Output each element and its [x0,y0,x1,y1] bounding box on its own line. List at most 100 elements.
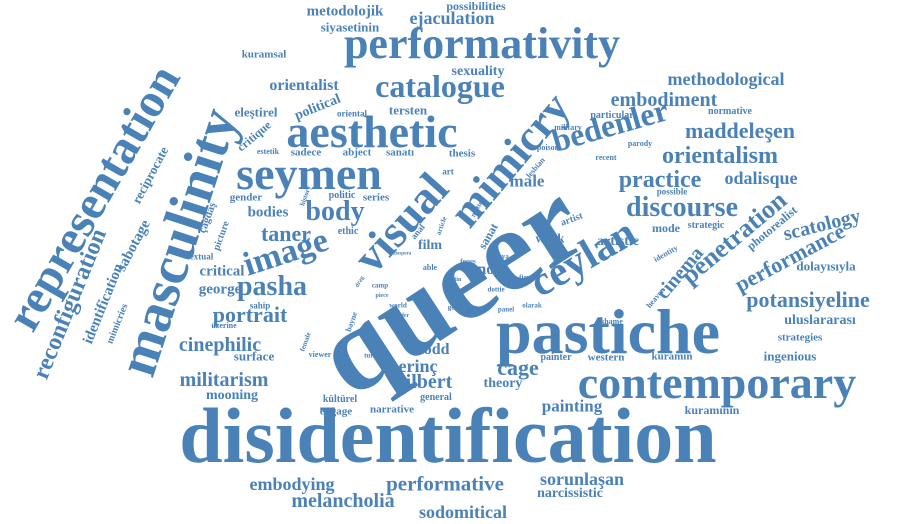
word-melancholia: melancholia [291,490,395,512]
word-politic: politic [328,190,356,201]
word-estetik: estetik [256,147,280,156]
word-ethic: ethic [337,226,359,237]
word-cinephilic: cinephilic [178,334,262,356]
word-art: art [442,166,454,177]
word-camp: camp [371,281,389,290]
word-militarism: militarism [179,369,269,391]
word-general: general [420,392,452,403]
word-performativity: performativity [343,19,621,68]
word-kuramsal: kuramsal [241,48,287,61]
word-recent: recent [595,153,617,162]
word-mode: mode [652,221,680,235]
word-sadece: sadece [290,146,322,159]
word-catalogue: catalogue [375,68,505,104]
word-pasha: pasha [236,271,308,302]
word-panel: panel [497,305,515,314]
word-veya: veya [495,252,509,261]
word-kulturel: kültürel [322,394,358,405]
word-film: film [417,238,443,253]
word-diaspora: diaspora [392,251,412,257]
word-disidentification: disidentification [179,392,717,479]
word-performative: performative [386,471,504,496]
word-oriental: oriental [337,108,367,119]
word-olarak: olarak [522,301,542,310]
word-artistic: artistic [597,234,639,249]
word-surface: surface [233,348,275,364]
word-practice: practice [618,167,702,193]
word-odalisque: odalisque [724,168,798,188]
word-sanati: sanatı [385,146,415,159]
word-narrative: narrative [370,403,414,416]
word-normative: normative [708,106,752,117]
word-narcissistic: narcissistic [537,486,603,501]
word-cage: cage [497,355,539,380]
word-metin: metin [446,277,462,283]
word-embodiment: embodiment [610,89,718,111]
word-military: military [554,123,582,132]
word-sahip: sahip [249,300,271,311]
word-kuramin: kuramın [651,350,693,363]
word-textual: textual [186,251,214,262]
word-particular: particular [590,110,634,121]
word-mooning: mooning [205,388,259,403]
word-series: series [362,191,390,204]
word-elestirel: eleştirel [234,104,278,120]
word-discourse: discourse [626,192,738,223]
word-taner: taner [260,221,312,246]
word-abject: abject [342,146,372,159]
word-focus: focus [460,257,476,266]
word-genre: genre [447,303,465,312]
word-western: western [587,351,625,364]
word-orientalist: orientalist [269,77,339,94]
word-dottie: dottie [487,285,505,294]
word-order: order [394,313,410,319]
word-engage: engage [319,405,353,418]
word-viewer: viewer [308,350,332,359]
word-gilbert: gilbert [395,371,453,393]
word-portrait: portrait [212,302,288,327]
word-potansiyeline: potansiyeline [746,287,870,312]
word-tersten: tersten [388,102,428,118]
word-erinc: erinç [398,356,438,376]
word-siyasetinin: siyasetinin [320,19,380,35]
word-maddelesen: maddeleşen [685,118,795,143]
word-ejaculation: ejaculation [409,8,495,28]
word-todd: todd [418,341,450,358]
word-world: world [389,301,407,310]
word-sodomitical: sodomitical [419,502,507,522]
word-pastiche: pastiche [496,296,720,367]
word-methodological: methodological [667,69,785,89]
word-contemporary: contemporary [577,357,857,408]
word-ingenious: ingenious [763,348,817,364]
word-embodying: embodying [249,474,335,494]
word-turkey: turkey [364,351,384,360]
word-aesthetic: aesthetic [286,106,458,157]
word-kuraminin: kuramının [684,403,740,417]
word-possibilities: possibilities [446,0,506,13]
word-male: male [509,171,545,191]
word-figure: figure [519,273,537,282]
word-painting: painting [541,396,603,416]
word-note: note [477,261,507,278]
word-george: george [198,281,242,298]
word-sorunlasan: sorunlaşan [539,469,625,489]
word-uluslararasi: uluslararası [784,313,856,328]
word-bodies: bodies [247,204,289,221]
word-critical: critical [199,263,245,280]
word-sexuality: sexuality [451,64,505,79]
word-work: work [535,230,565,246]
word-able: able [422,263,438,272]
word-thesis: thesis [448,147,476,160]
word-orientalism: orientalism [662,143,778,169]
word-strategies: strategies [777,331,823,344]
word-uzerine: üzerine [211,321,237,330]
word-body: body [305,196,365,227]
word-theory: theory [483,376,523,391]
word-strategic: strategic [687,220,725,231]
word-seymen: seymen [236,148,382,199]
word-parody: parody [627,139,653,148]
word-possible: possible [656,186,688,197]
word-painter: painter [540,352,572,363]
word-shame: shame [601,317,623,326]
